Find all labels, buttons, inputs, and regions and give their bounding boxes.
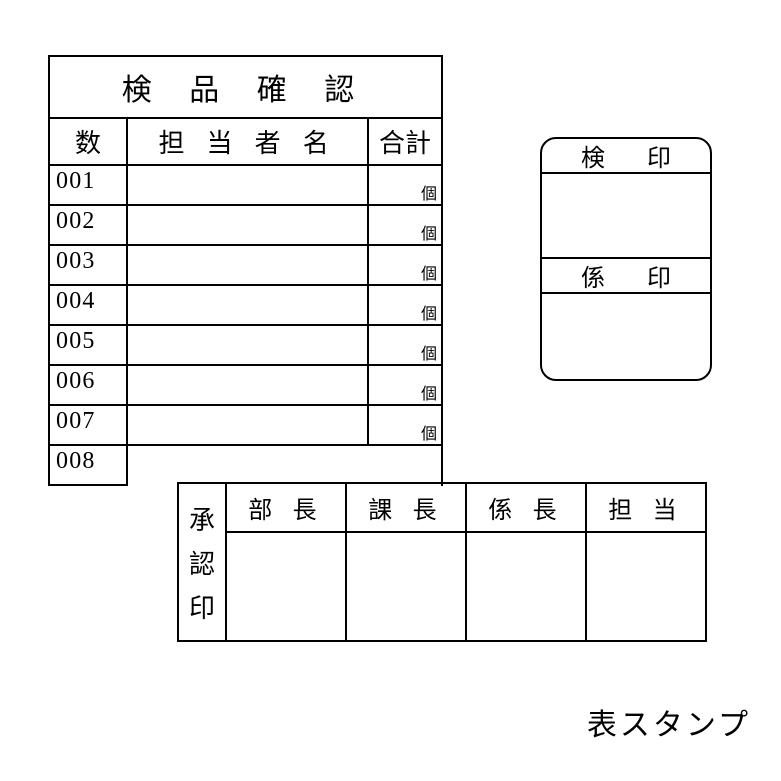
row-unit: 個: [369, 166, 441, 204]
approval-stamp-area: [467, 533, 585, 640]
approval-col: 課 長: [347, 484, 467, 640]
row-name: [128, 406, 369, 444]
approval-col-header: 部 長: [227, 484, 345, 533]
approval-stamp-area: [227, 533, 345, 640]
table-row: 008: [50, 446, 441, 486]
approval-col: 担 当: [587, 484, 705, 640]
row-unit: 個: [369, 406, 441, 444]
seal-char: 印: [647, 258, 671, 293]
seal-box: 検 印 係 印: [540, 137, 712, 381]
table-row: 006 個: [50, 366, 441, 406]
row-num: 002: [50, 206, 128, 244]
row-num: 005: [50, 326, 128, 364]
seal-char: 係: [581, 258, 605, 293]
table-row: 005 個: [50, 326, 441, 366]
approval-col: 係 長: [467, 484, 587, 640]
row-name: [128, 446, 369, 486]
inspection-title: 検 品 確 認: [50, 57, 441, 119]
inspection-table: 検 品 確 認 数 担 当 者 名 合計 001 個 002 個 003 個 0…: [48, 55, 443, 486]
approval-label: 承 認 印: [179, 484, 227, 640]
table-row: 001 個: [50, 166, 441, 206]
table-row: 007 個: [50, 406, 441, 446]
seal-char: 印: [647, 138, 671, 173]
row-num: 001: [50, 166, 128, 204]
header-name: 担 当 者 名: [128, 119, 369, 164]
approval-label-char: 承: [189, 500, 215, 537]
table-row: 004 個: [50, 286, 441, 326]
row-num: 004: [50, 286, 128, 324]
approval-columns: 部 長 課 長 係 長 担 当: [227, 484, 705, 640]
row-name: [128, 286, 369, 324]
row-num: 007: [50, 406, 128, 444]
approval-table: 承 認 印 部 長 課 長 係 長 担 当: [177, 482, 707, 642]
approval-label-char: 認: [189, 544, 215, 581]
approval-col-header: 課 長: [347, 484, 465, 533]
row-unit: 個: [369, 206, 441, 244]
seal-header-1: 検 印: [542, 139, 710, 174]
row-unit: 個: [369, 246, 441, 284]
table-row: 003 個: [50, 246, 441, 286]
inspection-header-row: 数 担 当 者 名 合計: [50, 119, 441, 166]
approval-stamp-area: [587, 533, 705, 640]
row-name: [128, 246, 369, 284]
row-num: 003: [50, 246, 128, 284]
row-name: [128, 166, 369, 204]
row-name: [128, 366, 369, 404]
approval-col-header: 担 当: [587, 484, 705, 533]
row-unit: [369, 446, 441, 486]
seal-header-2: 係 印: [542, 259, 710, 294]
row-name: [128, 326, 369, 364]
row-unit: 個: [369, 286, 441, 324]
approval-label-char: 印: [189, 588, 215, 625]
header-num: 数: [50, 119, 128, 164]
table-row: 002 個: [50, 206, 441, 246]
approval-stamp-area: [347, 533, 465, 640]
row-num: 006: [50, 366, 128, 404]
seal-stamp-area-1: [542, 174, 710, 259]
header-total: 合計: [369, 119, 441, 164]
approval-col-header: 係 長: [467, 484, 585, 533]
approval-col: 部 長: [227, 484, 347, 640]
seal-char: 検: [581, 138, 605, 173]
row-num: 008: [50, 446, 128, 486]
row-name: [128, 206, 369, 244]
caption: 表スタンプ: [587, 700, 751, 744]
row-unit: 個: [369, 326, 441, 364]
seal-stamp-area-2: [542, 294, 710, 379]
row-unit: 個: [369, 366, 441, 404]
